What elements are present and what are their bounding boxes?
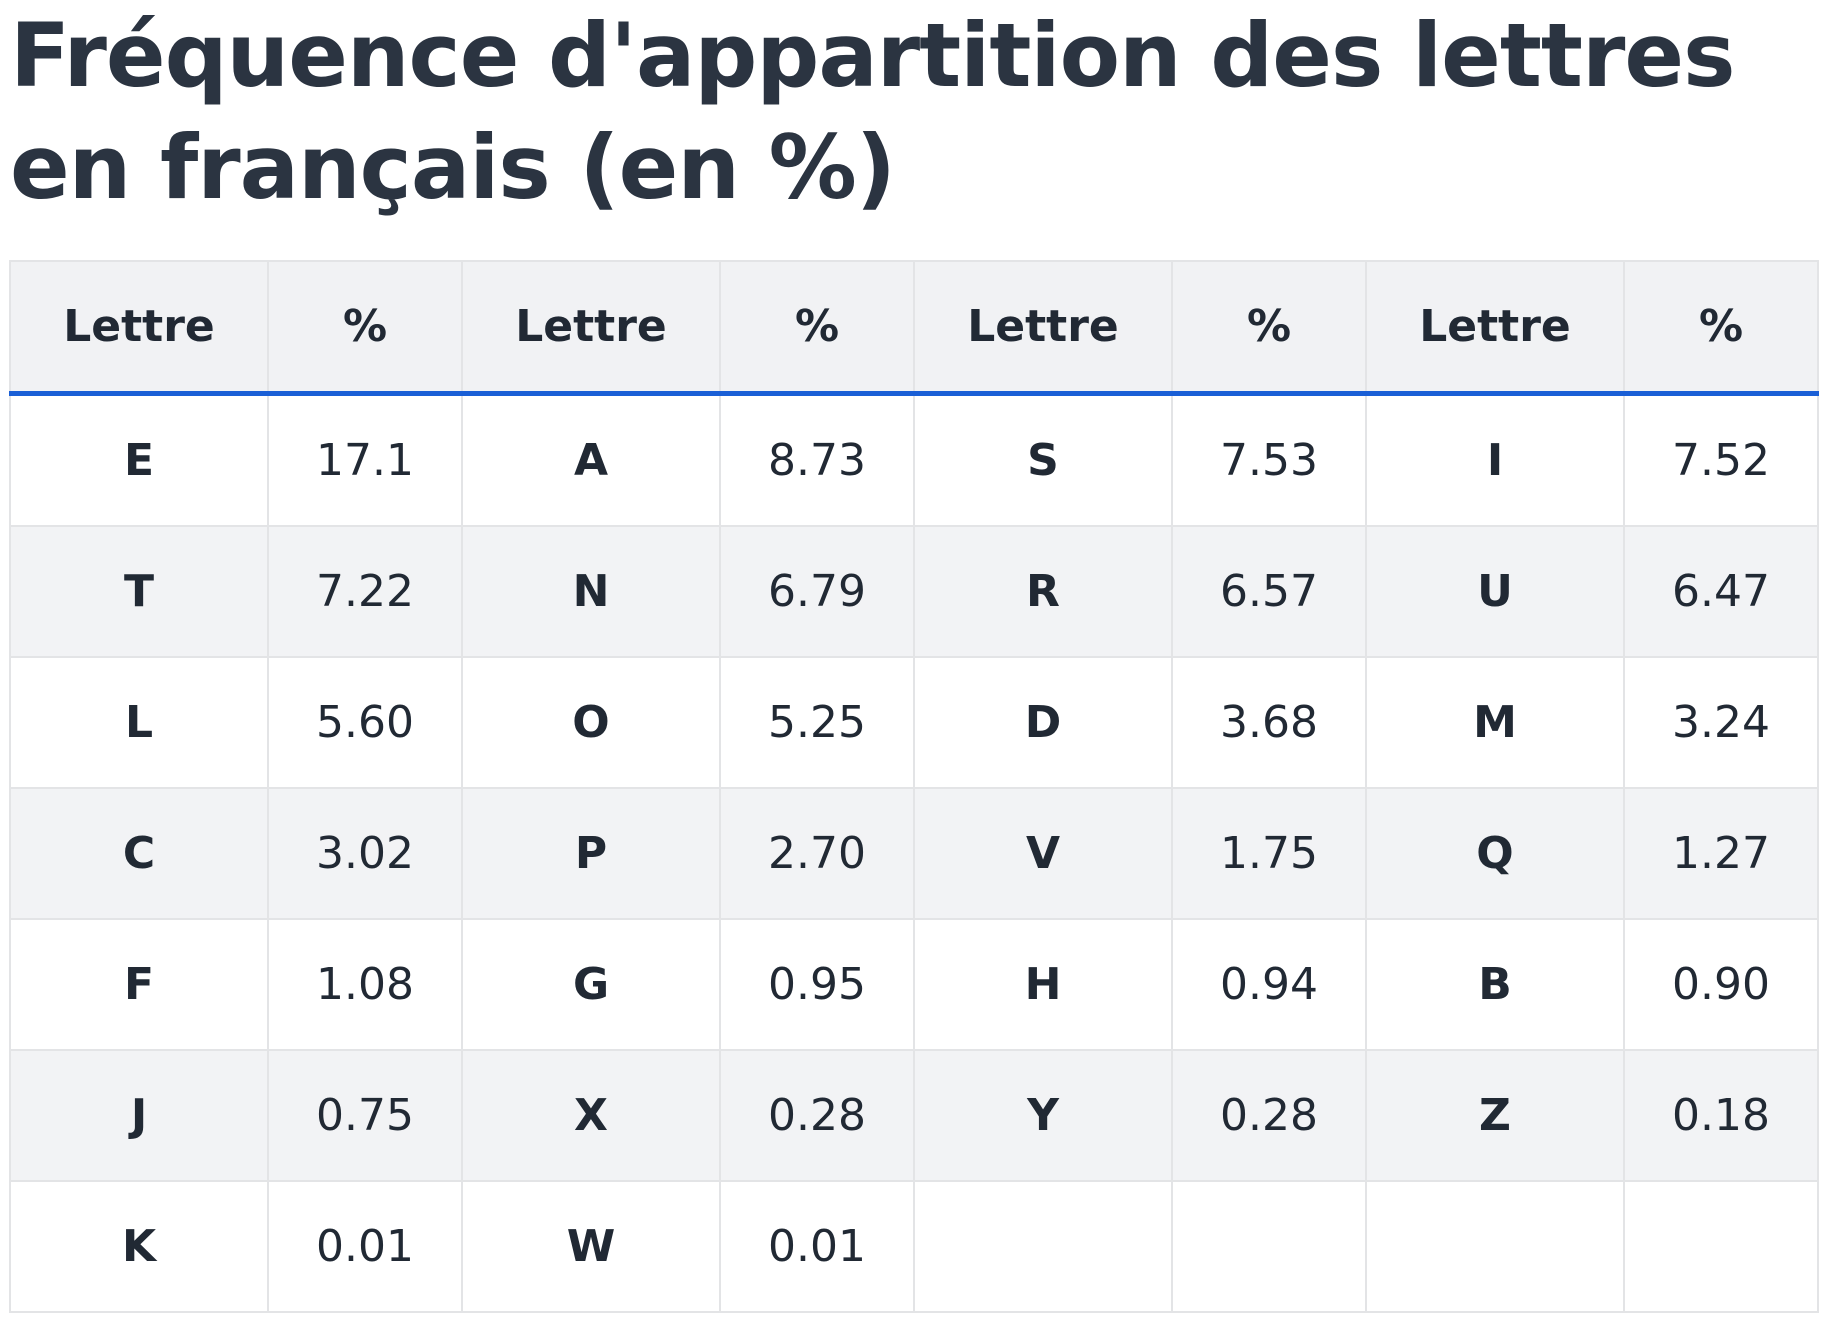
percent-cell: 6.57 — [1171, 525, 1367, 658]
percent-cell: 5.60 — [267, 656, 463, 789]
letter-cell: H — [913, 918, 1173, 1051]
letter-cell: P — [461, 787, 721, 920]
percent-cell: 0.95 — [719, 918, 915, 1051]
table-row: K 0.01 W 0.01 — [9, 1180, 1819, 1313]
title: Fréquence d'appartition des lettres en f… — [10, 4, 1735, 219]
table-row: F 1.08 G 0.95 H 0.94 B 0.90 — [9, 918, 1819, 1051]
letter-cell: W — [461, 1180, 721, 1313]
percent-cell: 7.52 — [1623, 392, 1819, 527]
letter-cell: Y — [913, 1049, 1173, 1182]
percent-cell: 5.25 — [719, 656, 915, 789]
percent-cell: 7.53 — [1171, 392, 1367, 527]
column-header: Lettre — [9, 260, 269, 396]
column-header: % — [719, 260, 915, 396]
letter-cell: J — [9, 1049, 269, 1182]
percent-cell — [1623, 1180, 1819, 1313]
letter-cell: B — [1365, 918, 1625, 1051]
letter-cell: I — [1365, 392, 1625, 527]
letter-cell: C — [9, 787, 269, 920]
table-row: T 7.22 N 6.79 R 6.57 U 6.47 — [9, 525, 1819, 658]
table-row: L 5.60 O 5.25 D 3.68 M 3.24 — [9, 656, 1819, 789]
letter-cell: L — [9, 656, 269, 789]
table-body: E 17.1 A 8.73 S 7.53 I 7.52 T 7.22 N 6.79 R 6.57 U 6.47… — [9, 392, 1819, 1313]
percent-cell: 2.70 — [719, 787, 915, 920]
percent-cell: 7.22 — [267, 525, 463, 658]
column-header: % — [1171, 260, 1367, 396]
column-header: % — [267, 260, 463, 396]
percent-cell: 6.47 — [1623, 525, 1819, 658]
letter-cell: K — [9, 1180, 269, 1313]
percent-cell: 3.24 — [1623, 656, 1819, 789]
percent-cell: 0.01 — [719, 1180, 915, 1313]
letter-cell: R — [913, 525, 1173, 658]
letter-cell: T — [9, 525, 269, 658]
percent-cell: 1.75 — [1171, 787, 1367, 920]
column-header: Lettre — [913, 260, 1173, 396]
letter-cell: A — [461, 392, 721, 527]
percent-cell: 0.90 — [1623, 918, 1819, 1051]
letter-cell: Z — [1365, 1049, 1625, 1182]
percent-cell: 0.94 — [1171, 918, 1367, 1051]
letter-cell — [1365, 1180, 1625, 1313]
table-row: C 3.02 P 2.70 V 1.75 Q 1.27 — [9, 787, 1819, 920]
percent-cell: 0.01 — [267, 1180, 463, 1313]
letter-cell: O — [461, 656, 721, 789]
percent-cell: 3.02 — [267, 787, 463, 920]
percent-cell: 6.79 — [719, 525, 915, 658]
percent-cell: 0.75 — [267, 1049, 463, 1182]
letter-cell: N — [461, 525, 721, 658]
percent-cell: 8.73 — [719, 392, 915, 527]
percent-cell: 17.1 — [267, 392, 463, 527]
percent-cell: 1.08 — [267, 918, 463, 1051]
letter-cell: V — [913, 787, 1173, 920]
percent-cell: 0.28 — [719, 1049, 915, 1182]
letter-cell: X — [461, 1049, 721, 1182]
letter-cell: S — [913, 392, 1173, 527]
letter-cell: M — [1365, 656, 1625, 789]
letter-cell: G — [461, 918, 721, 1051]
percent-cell: 0.28 — [1171, 1049, 1367, 1182]
column-header: % — [1623, 260, 1819, 396]
column-header: Lettre — [1365, 260, 1625, 396]
percent-cell: 0.18 — [1623, 1049, 1819, 1182]
letter-cell — [913, 1180, 1173, 1313]
frequency-table: Lettre% Lettre% Lettre% Lettre% E 17.1 A 8.73 S… — [9, 260, 1819, 1313]
column-header: Lettre — [461, 260, 721, 396]
percent-cell: 1.27 — [1623, 787, 1819, 920]
letter-cell: Q — [1365, 787, 1625, 920]
letter-cell: U — [1365, 525, 1625, 658]
letter-cell: D — [913, 656, 1173, 789]
letter-cell: F — [9, 918, 269, 1051]
table-row: J 0.75 X 0.28 Y 0.28 Z 0.18 — [9, 1049, 1819, 1182]
percent-cell: 3.68 — [1171, 656, 1367, 789]
header-row: Lettre% Lettre% Lettre% Lettre% — [9, 260, 1819, 396]
letter-cell: E — [9, 392, 269, 527]
table-row: E 17.1 A 8.73 S 7.53 I 7.52 — [9, 392, 1819, 527]
percent-cell — [1171, 1180, 1367, 1313]
